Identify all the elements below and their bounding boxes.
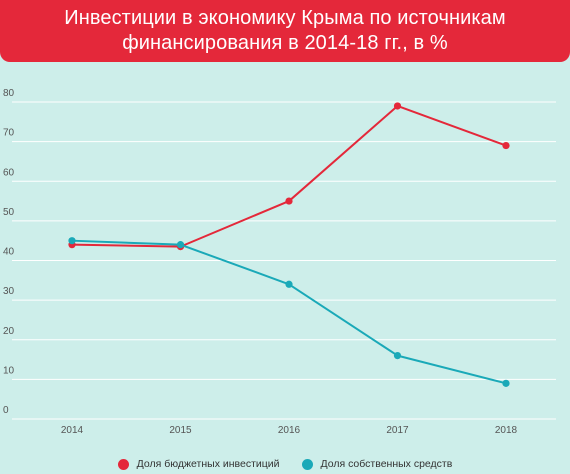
data-point-s0-2017	[393, 102, 402, 110]
data-point-s1-2014	[68, 237, 76, 245]
legend-item-budget: Доля бюджетных инвестиций	[117, 458, 280, 470]
chart-title-line-1: Инвестиции в экономику Крыма по источник…	[64, 7, 506, 29]
x-tick-label-2017: 2017	[386, 425, 409, 436]
data-point-s1-2018	[502, 379, 510, 387]
x-tick-label-2014: 2014	[61, 425, 84, 436]
legend-label-own-funds: Доля собственных средств	[320, 458, 453, 470]
y-tick-label-80: 80	[3, 88, 15, 99]
y-tick-label-10: 10	[3, 365, 15, 376]
legend-marker-budget	[117, 458, 129, 470]
x-tick-label-2018: 2018	[495, 425, 518, 436]
title-banner: Инвестиции в экономику Крыма по источник…	[0, 0, 570, 62]
y-tick-label-0: 0	[3, 405, 9, 416]
y-tick-label-30: 30	[3, 286, 15, 297]
y-tick-label-20: 20	[3, 326, 15, 337]
y-tick-label-40: 40	[3, 247, 15, 258]
series-line-0	[71, 104, 507, 248]
legend-label-budget: Доля бюджетных инвестиций	[136, 458, 280, 470]
chart-title-line-2: финансирования в 2014-18 гг., в %	[122, 32, 448, 54]
series-line-1	[71, 239, 507, 385]
y-tick-label-70: 70	[3, 128, 15, 139]
legend-item-own-funds: Доля собственных средств	[301, 458, 453, 470]
x-tick-label-2015: 2015	[169, 425, 192, 436]
chart-legend: Доля бюджетных инвестиций Доля собственн…	[0, 454, 570, 474]
line-chart: 0 10 20 30 40 50 60 70 80 2014 2015 2016 2017 2018	[3, 88, 556, 436]
data-point-s1-2017	[393, 352, 402, 360]
data-point-s1-2015	[176, 241, 185, 249]
data-point-s0-2018	[502, 141, 510, 150]
data-point-s0-2016	[285, 197, 293, 205]
data-point-s1-2016	[285, 280, 293, 288]
y-tick-label-60: 60	[3, 167, 15, 178]
legend-marker-own-funds	[301, 458, 313, 470]
x-tick-label-2016: 2016	[278, 425, 301, 436]
y-tick-label-50: 50	[3, 207, 15, 218]
